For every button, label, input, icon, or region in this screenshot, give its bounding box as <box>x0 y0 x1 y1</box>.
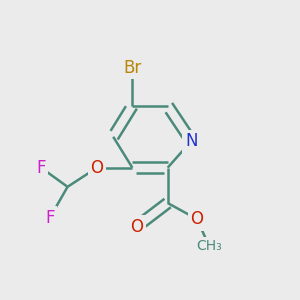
Text: CH₃: CH₃ <box>196 239 222 253</box>
Text: F: F <box>36 159 46 177</box>
Text: O: O <box>130 218 143 236</box>
Text: F: F <box>45 209 55 227</box>
Text: Br: Br <box>123 58 142 76</box>
Text: N: N <box>185 132 197 150</box>
Text: O: O <box>91 159 103 177</box>
Text: O: O <box>190 210 204 228</box>
